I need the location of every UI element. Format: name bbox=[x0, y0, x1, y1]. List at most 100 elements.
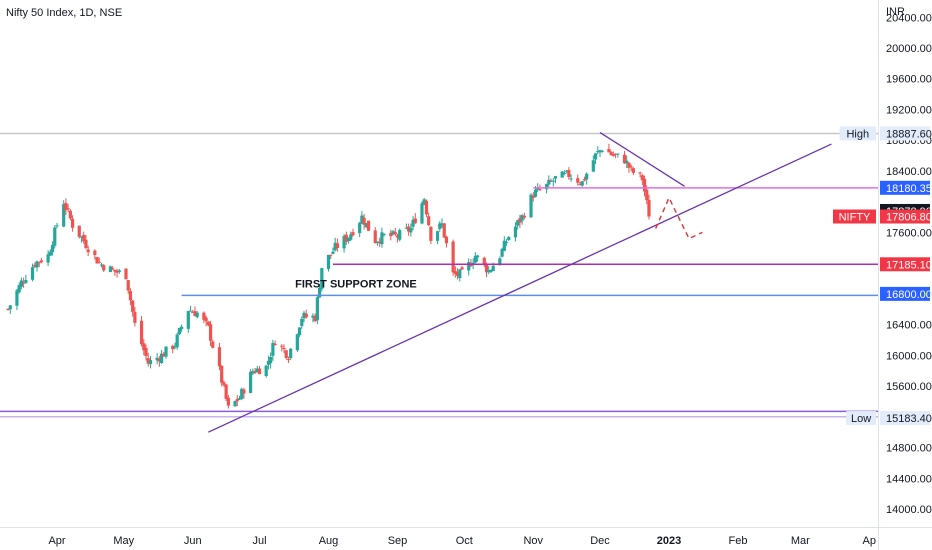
candle-body bbox=[37, 262, 41, 264]
candle-body bbox=[115, 270, 119, 273]
candle-body bbox=[66, 208, 70, 210]
candle bbox=[79, 236, 84, 243]
candle bbox=[576, 174, 580, 186]
candle bbox=[139, 315, 144, 347]
candle bbox=[625, 155, 629, 169]
candle bbox=[358, 221, 362, 237]
candle bbox=[351, 228, 355, 237]
candle-body bbox=[380, 232, 384, 245]
candle-body bbox=[453, 271, 457, 274]
candle-body bbox=[111, 268, 115, 270]
candle-body bbox=[647, 200, 651, 217]
y-tick-label: 20000.00 bbox=[886, 43, 932, 55]
candle bbox=[195, 310, 199, 319]
candle bbox=[502, 236, 506, 252]
candle-body bbox=[300, 318, 304, 327]
price-tag-value: 18180.35 bbox=[886, 183, 932, 195]
candle bbox=[393, 227, 397, 237]
candle bbox=[451, 239, 455, 276]
candle-body bbox=[6, 308, 10, 310]
x-tick-label: Feb bbox=[729, 535, 748, 547]
candle-body bbox=[329, 254, 333, 256]
candle bbox=[280, 344, 284, 352]
candle bbox=[222, 380, 226, 387]
candle bbox=[613, 153, 618, 159]
x-tick-label: Sep bbox=[388, 535, 408, 547]
candle bbox=[50, 241, 55, 256]
candle bbox=[264, 365, 268, 378]
candle bbox=[286, 356, 291, 363]
candle bbox=[640, 173, 644, 185]
candle bbox=[391, 229, 395, 236]
price-tag-bg bbox=[880, 257, 930, 272]
candle-body bbox=[429, 226, 433, 241]
candle bbox=[255, 365, 259, 373]
candle bbox=[638, 171, 642, 178]
candle bbox=[389, 229, 393, 241]
candle-body bbox=[504, 241, 509, 243]
candle-body bbox=[458, 269, 462, 279]
candle-body bbox=[84, 239, 88, 248]
candle bbox=[582, 176, 587, 182]
candle-body bbox=[320, 268, 324, 289]
candle bbox=[424, 199, 429, 218]
candle bbox=[438, 221, 442, 232]
candle bbox=[395, 233, 400, 243]
candle bbox=[598, 149, 602, 158]
candle bbox=[560, 170, 564, 178]
candle-body bbox=[128, 291, 133, 301]
candle bbox=[364, 222, 368, 229]
y-tick-label: 20400.00 bbox=[886, 12, 932, 24]
price-tag-value: 15183.40 bbox=[886, 413, 932, 425]
candle bbox=[146, 352, 150, 367]
candle bbox=[117, 268, 121, 274]
x-tick-label: Jun bbox=[184, 535, 202, 547]
candle-body bbox=[95, 257, 99, 264]
candle-body bbox=[188, 310, 193, 312]
candle bbox=[404, 223, 408, 230]
candle bbox=[37, 261, 41, 268]
candle bbox=[269, 352, 273, 369]
candle bbox=[569, 174, 573, 182]
candle-body bbox=[375, 241, 380, 244]
candle-body bbox=[491, 265, 495, 272]
candle bbox=[647, 194, 651, 220]
candle-body bbox=[280, 345, 284, 347]
candle bbox=[237, 395, 242, 400]
candle bbox=[413, 213, 417, 224]
price-tag-bg bbox=[880, 209, 930, 224]
candle-body bbox=[255, 368, 259, 373]
candle-body bbox=[645, 189, 649, 201]
candle-body bbox=[282, 347, 286, 350]
candle bbox=[17, 282, 21, 294]
candle bbox=[159, 349, 164, 364]
candle-body bbox=[438, 223, 442, 230]
candle-body bbox=[180, 326, 184, 330]
candle bbox=[102, 263, 106, 272]
candle-body bbox=[460, 267, 464, 270]
price-tag-label-bg bbox=[839, 126, 876, 141]
candle bbox=[271, 339, 275, 361]
candle-body bbox=[576, 178, 580, 183]
candle bbox=[220, 365, 224, 387]
candle-body bbox=[409, 227, 413, 233]
candle bbox=[108, 265, 113, 273]
x-tick-label: Jul bbox=[252, 535, 266, 547]
candle bbox=[173, 342, 177, 350]
candle-body bbox=[473, 255, 477, 263]
candle bbox=[273, 340, 277, 346]
candle-body bbox=[600, 150, 604, 152]
candle bbox=[453, 266, 457, 278]
candle-body bbox=[333, 242, 337, 251]
candle-body bbox=[476, 255, 480, 258]
candle bbox=[217, 342, 222, 370]
price-tag: 17185.10 bbox=[880, 257, 932, 272]
candle-body bbox=[346, 237, 351, 242]
candle bbox=[62, 200, 66, 228]
candle-body bbox=[538, 189, 542, 191]
candle-body bbox=[536, 187, 540, 190]
candle bbox=[84, 235, 88, 250]
candle-body bbox=[358, 223, 362, 234]
candle bbox=[333, 237, 337, 252]
